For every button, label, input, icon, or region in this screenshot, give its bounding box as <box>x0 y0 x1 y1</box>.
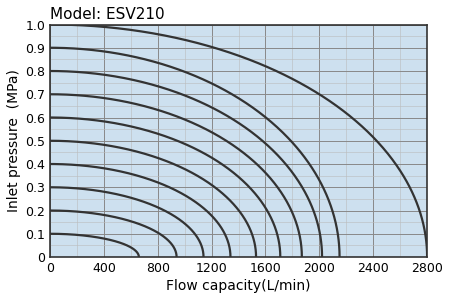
Y-axis label: Inlet pressure  (MPa): Inlet pressure (MPa) <box>7 69 21 212</box>
Text: Model: ESV210: Model: ESV210 <box>50 7 165 22</box>
X-axis label: Flow capacity(L/min): Flow capacity(L/min) <box>166 279 311 293</box>
